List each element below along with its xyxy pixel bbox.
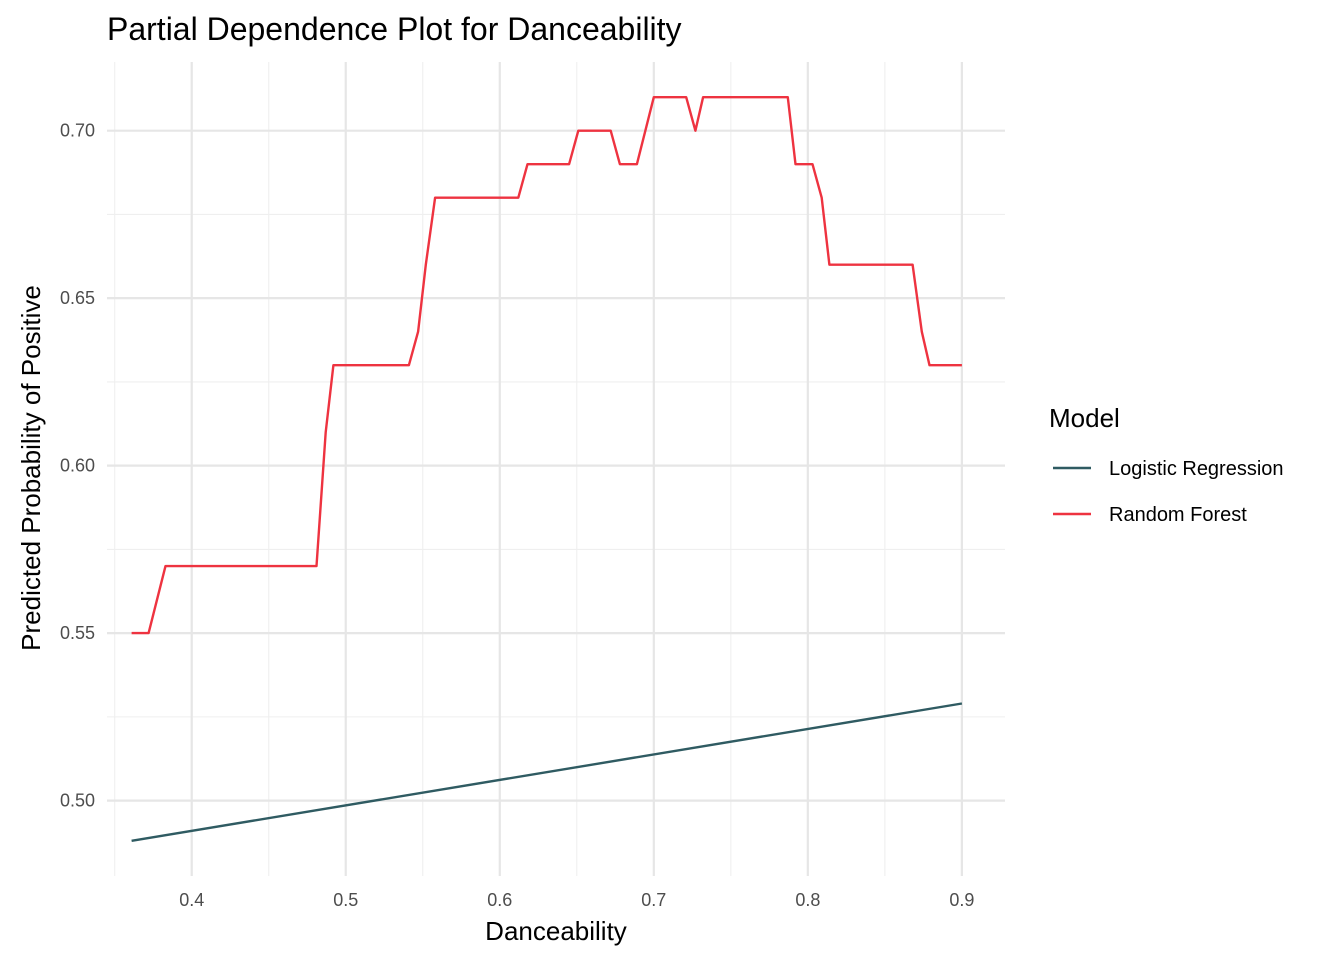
legend-item: Random Forest: [1053, 504, 1247, 526]
y-tick-label: 0.60: [60, 456, 95, 476]
y-axis-ticks: 0.50 0.55 0.60 0.65 0.70: [60, 121, 95, 811]
x-tick-label: 0.9: [949, 890, 974, 910]
legend: Model Logistic Regression Random Forest: [1049, 403, 1284, 526]
legend-items: Logistic Regression Random Forest: [1053, 458, 1284, 526]
x-tick-label: 0.6: [487, 890, 512, 910]
legend-label: Logistic Regression: [1109, 458, 1284, 480]
x-tick-label: 0.8: [795, 890, 820, 910]
series-lines: [131, 95, 963, 842]
grid-lines: [107, 62, 1005, 876]
y-axis-title: Predicted Probability of Positive: [16, 285, 46, 651]
x-tick-label: 0.5: [333, 890, 358, 910]
chart-title: Partial Dependence Plot for Danceability: [107, 11, 682, 47]
y-tick-label: 0.70: [60, 121, 95, 141]
x-axis-ticks: 0.4 0.5 0.6 0.7 0.8 0.9: [179, 890, 974, 910]
legend-title: Model: [1049, 403, 1120, 433]
series-line-0: [131, 702, 963, 842]
legend-label: Random Forest: [1109, 504, 1247, 526]
series-line-1: [131, 95, 962, 635]
y-tick-label: 0.55: [60, 623, 95, 643]
x-axis-title: Danceability: [485, 916, 627, 946]
x-tick-label: 0.7: [641, 890, 666, 910]
y-tick-label: 0.65: [60, 288, 95, 308]
y-tick-label: 0.50: [60, 791, 95, 811]
legend-item: Logistic Regression: [1053, 458, 1284, 480]
x-tick-label: 0.4: [179, 890, 204, 910]
